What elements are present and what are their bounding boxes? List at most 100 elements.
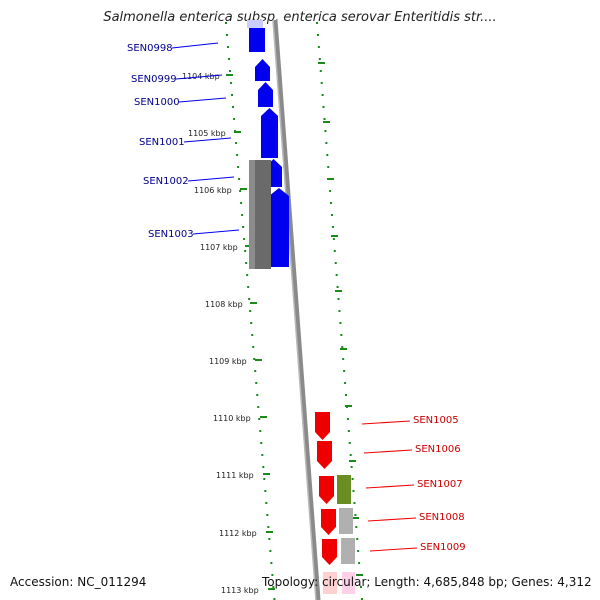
scale-dot	[353, 502, 356, 504]
gene-feature-SEN1006	[317, 441, 332, 469]
scale-dot	[358, 562, 361, 564]
scale-dot	[335, 274, 338, 276]
scale-dot	[235, 142, 238, 144]
scale-dot	[359, 586, 362, 588]
gene-label-left[interactable]: SEN0998	[127, 43, 173, 54]
scale-dot	[231, 94, 234, 96]
kbp-tick-mark	[349, 460, 356, 462]
gene-feature-SEN0999	[255, 59, 270, 81]
leader-line	[178, 97, 227, 103]
scale-dot	[262, 466, 265, 468]
scale-dot	[354, 514, 357, 516]
scale-dot	[336, 286, 339, 288]
scale-dot	[249, 310, 252, 312]
gene-labels: SEN0998 SEN0999 SEN1000 SEN1001 SEN1002 SEN10…	[127, 43, 466, 553]
gene-label-right[interactable]: SEN1009	[420, 542, 466, 553]
gene-feature-olive	[337, 475, 351, 504]
scale-dot	[322, 106, 325, 108]
scale-dot	[269, 550, 272, 552]
scale-dot	[329, 190, 332, 192]
scale-dot	[266, 514, 269, 516]
scale-dot	[242, 226, 245, 228]
scale-dot	[256, 394, 259, 396]
leader-line	[361, 420, 411, 425]
genome-backbone	[272, 19, 321, 600]
scale-dot	[239, 190, 242, 192]
scale-dot	[340, 334, 343, 336]
scale-dot	[257, 406, 260, 408]
scale-dot	[267, 526, 270, 528]
gene-label-right[interactable]: SEN1005	[413, 415, 459, 426]
gene-feature-SEN1005	[315, 412, 330, 440]
leader-line	[183, 137, 232, 143]
gene-feature-SEN1009	[322, 539, 337, 565]
kbp-tick-label: 1109 kbp	[209, 357, 247, 366]
scale-dot	[244, 250, 247, 252]
scale-dot	[343, 370, 346, 372]
gene-feature-SEN0998	[249, 28, 265, 52]
scale-dot	[326, 154, 329, 156]
gene-feature-SEN1007	[319, 476, 334, 504]
gene-label-left[interactable]: SEN0999	[131, 74, 177, 85]
scale-dot	[347, 430, 350, 432]
scale-dot	[247, 286, 250, 288]
kbp-tick-mark	[245, 245, 252, 247]
scale-dot	[331, 226, 334, 228]
gene-feature-SEN1000	[258, 82, 273, 107]
scale-dot	[325, 142, 328, 144]
kbp-tick-mark	[352, 517, 359, 519]
gene-label-left[interactable]: SEN1000	[134, 97, 180, 108]
scale-dot	[324, 130, 327, 132]
scale-dot	[337, 298, 340, 300]
leader-line	[171, 42, 219, 49]
kbp-tick-mark	[327, 178, 334, 180]
gene-label-left[interactable]: SEN1003	[148, 229, 194, 240]
scale-dot	[246, 274, 249, 276]
scale-dot	[225, 22, 227, 24]
kbp-tick-mark	[226, 74, 233, 76]
gene-feature-SEN1001	[261, 108, 278, 158]
gene-label-right[interactable]: SEN1006	[415, 444, 461, 455]
scale-dot	[265, 502, 268, 504]
gene-label-right[interactable]: SEN1007	[417, 479, 463, 490]
scale-dot	[228, 58, 231, 60]
scale-dot	[243, 238, 246, 240]
accession-text: Accession: NC_011294	[10, 575, 147, 589]
gene-feature-grey-small	[339, 508, 353, 534]
kbp-tick-label: 1111 kbp	[216, 471, 254, 480]
scale-dot	[321, 94, 324, 96]
scale-dot	[357, 550, 360, 552]
scale-dot	[250, 322, 253, 324]
scale-dot	[352, 490, 355, 492]
scale-dot	[268, 538, 271, 540]
scale-dot	[345, 394, 348, 396]
gene-feature-grey-small	[341, 538, 355, 564]
scale-dot	[317, 46, 320, 48]
gene-feature-faded	[342, 572, 355, 594]
gene-feature-grey-shade	[249, 160, 255, 269]
gene-label-right[interactable]: SEN1008	[419, 512, 465, 523]
gene-feature-SEN1008	[321, 509, 336, 535]
scale-dot	[346, 418, 349, 420]
scale-track-left	[225, 22, 276, 600]
kbp-tick-mark	[340, 348, 347, 350]
scale-dot	[254, 370, 257, 372]
kbp-tick-mark	[331, 235, 338, 237]
kbp-tick-mark	[260, 416, 267, 418]
scale-dot	[319, 70, 322, 72]
scale-dot	[341, 346, 344, 348]
genome-summary-text: Topology: circular; Length: 4,685,848 bp…	[262, 575, 592, 589]
scale-dot	[350, 466, 353, 468]
kbp-tick-label: 1105 kbp	[188, 129, 226, 138]
kbp-tick-mark	[240, 188, 247, 190]
gene-label-left[interactable]: SEN1002	[143, 176, 189, 187]
scale-dot	[253, 358, 256, 360]
leader-line	[363, 449, 413, 454]
kbp-tick-mark	[345, 405, 352, 407]
scale-dot	[351, 478, 354, 480]
scale-dot	[236, 154, 239, 156]
scale-dot	[261, 454, 264, 456]
scale-dot	[348, 442, 351, 444]
scale-dot	[240, 202, 243, 204]
gene-label-left[interactable]: SEN1001	[139, 137, 185, 148]
